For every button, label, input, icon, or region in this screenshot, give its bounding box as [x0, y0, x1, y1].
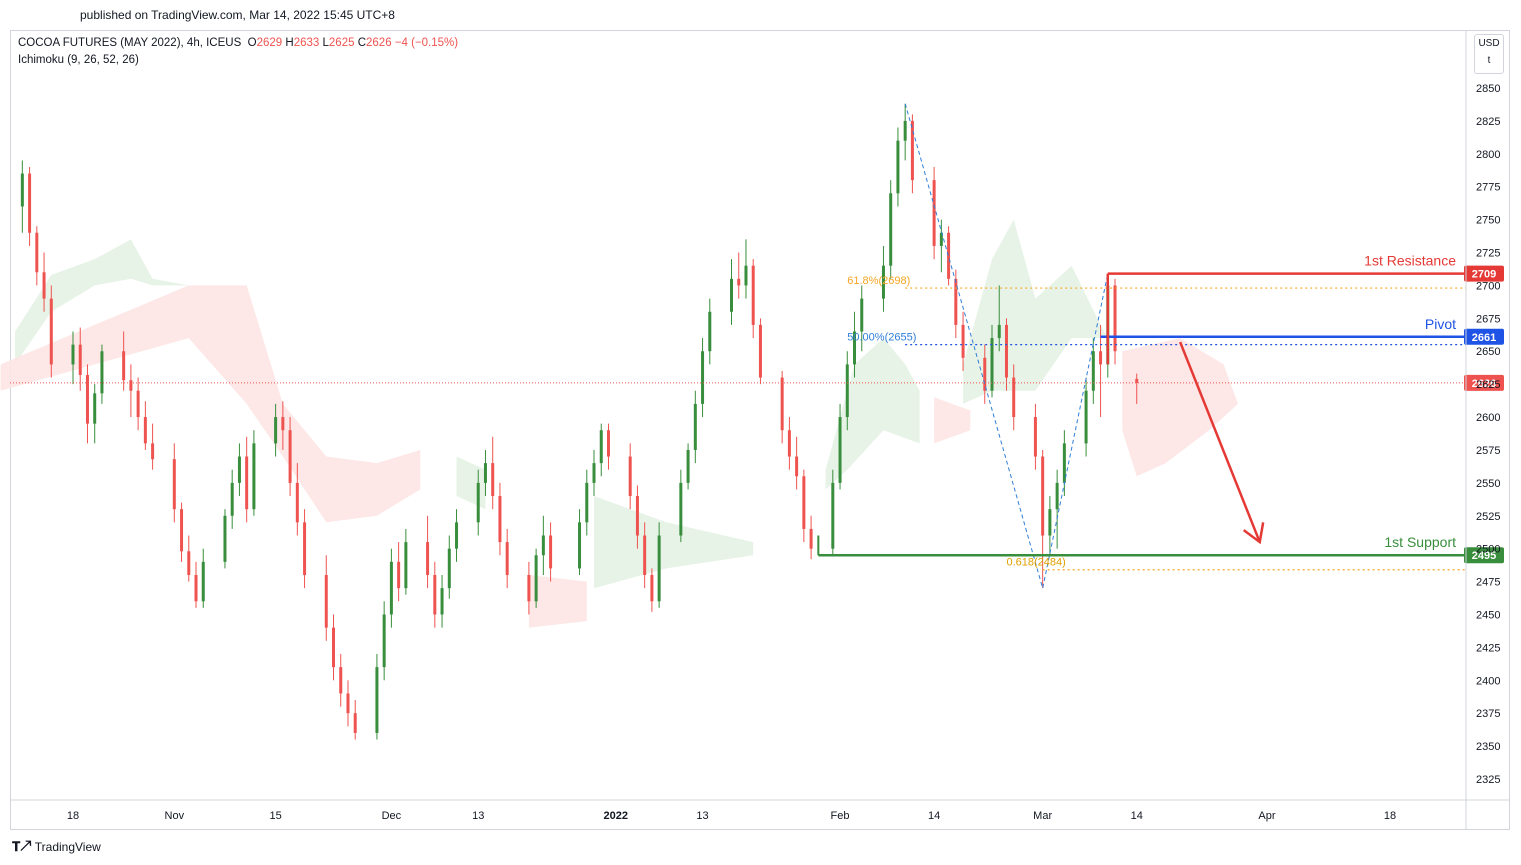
close-label: C	[357, 37, 367, 49]
symbol-name[interactable]: COCOA FUTURES (MAY 2022), 4h, ICEUS	[18, 37, 242, 49]
unit-label: t	[1487, 55, 1491, 66]
low-label: L	[322, 37, 329, 49]
published-note: published on TradingView.com, Mar 14, 20…	[80, 8, 395, 22]
tradingview-logo-icon: 𝐓↗	[12, 839, 31, 854]
open-label: O	[247, 37, 257, 49]
currency-label: USD	[1478, 38, 1500, 49]
brand-label: TradingView	[34, 840, 101, 854]
high-label: H	[285, 37, 294, 49]
low-value: 2625	[328, 37, 355, 49]
close-value: 2626	[366, 37, 392, 49]
open-value: 2629	[256, 37, 283, 49]
indicator-line[interactable]: Ichimoku (9, 26, 52, 26)	[18, 54, 139, 66]
currency-unit-button[interactable]: USD t	[1474, 34, 1504, 74]
footer-brand[interactable]: 𝐓↗ TradingView	[12, 839, 101, 855]
symbol-line: COCOA FUTURES (MAY 2022), 4h, ICEUS O262…	[18, 35, 458, 52]
high-value: 2633	[293, 37, 320, 49]
chart-legend: COCOA FUTURES (MAY 2022), 4h, ICEUS O262…	[18, 35, 458, 69]
chart-frame[interactable]	[10, 30, 1510, 830]
change-value: −4 (−0.15%)	[394, 37, 459, 49]
